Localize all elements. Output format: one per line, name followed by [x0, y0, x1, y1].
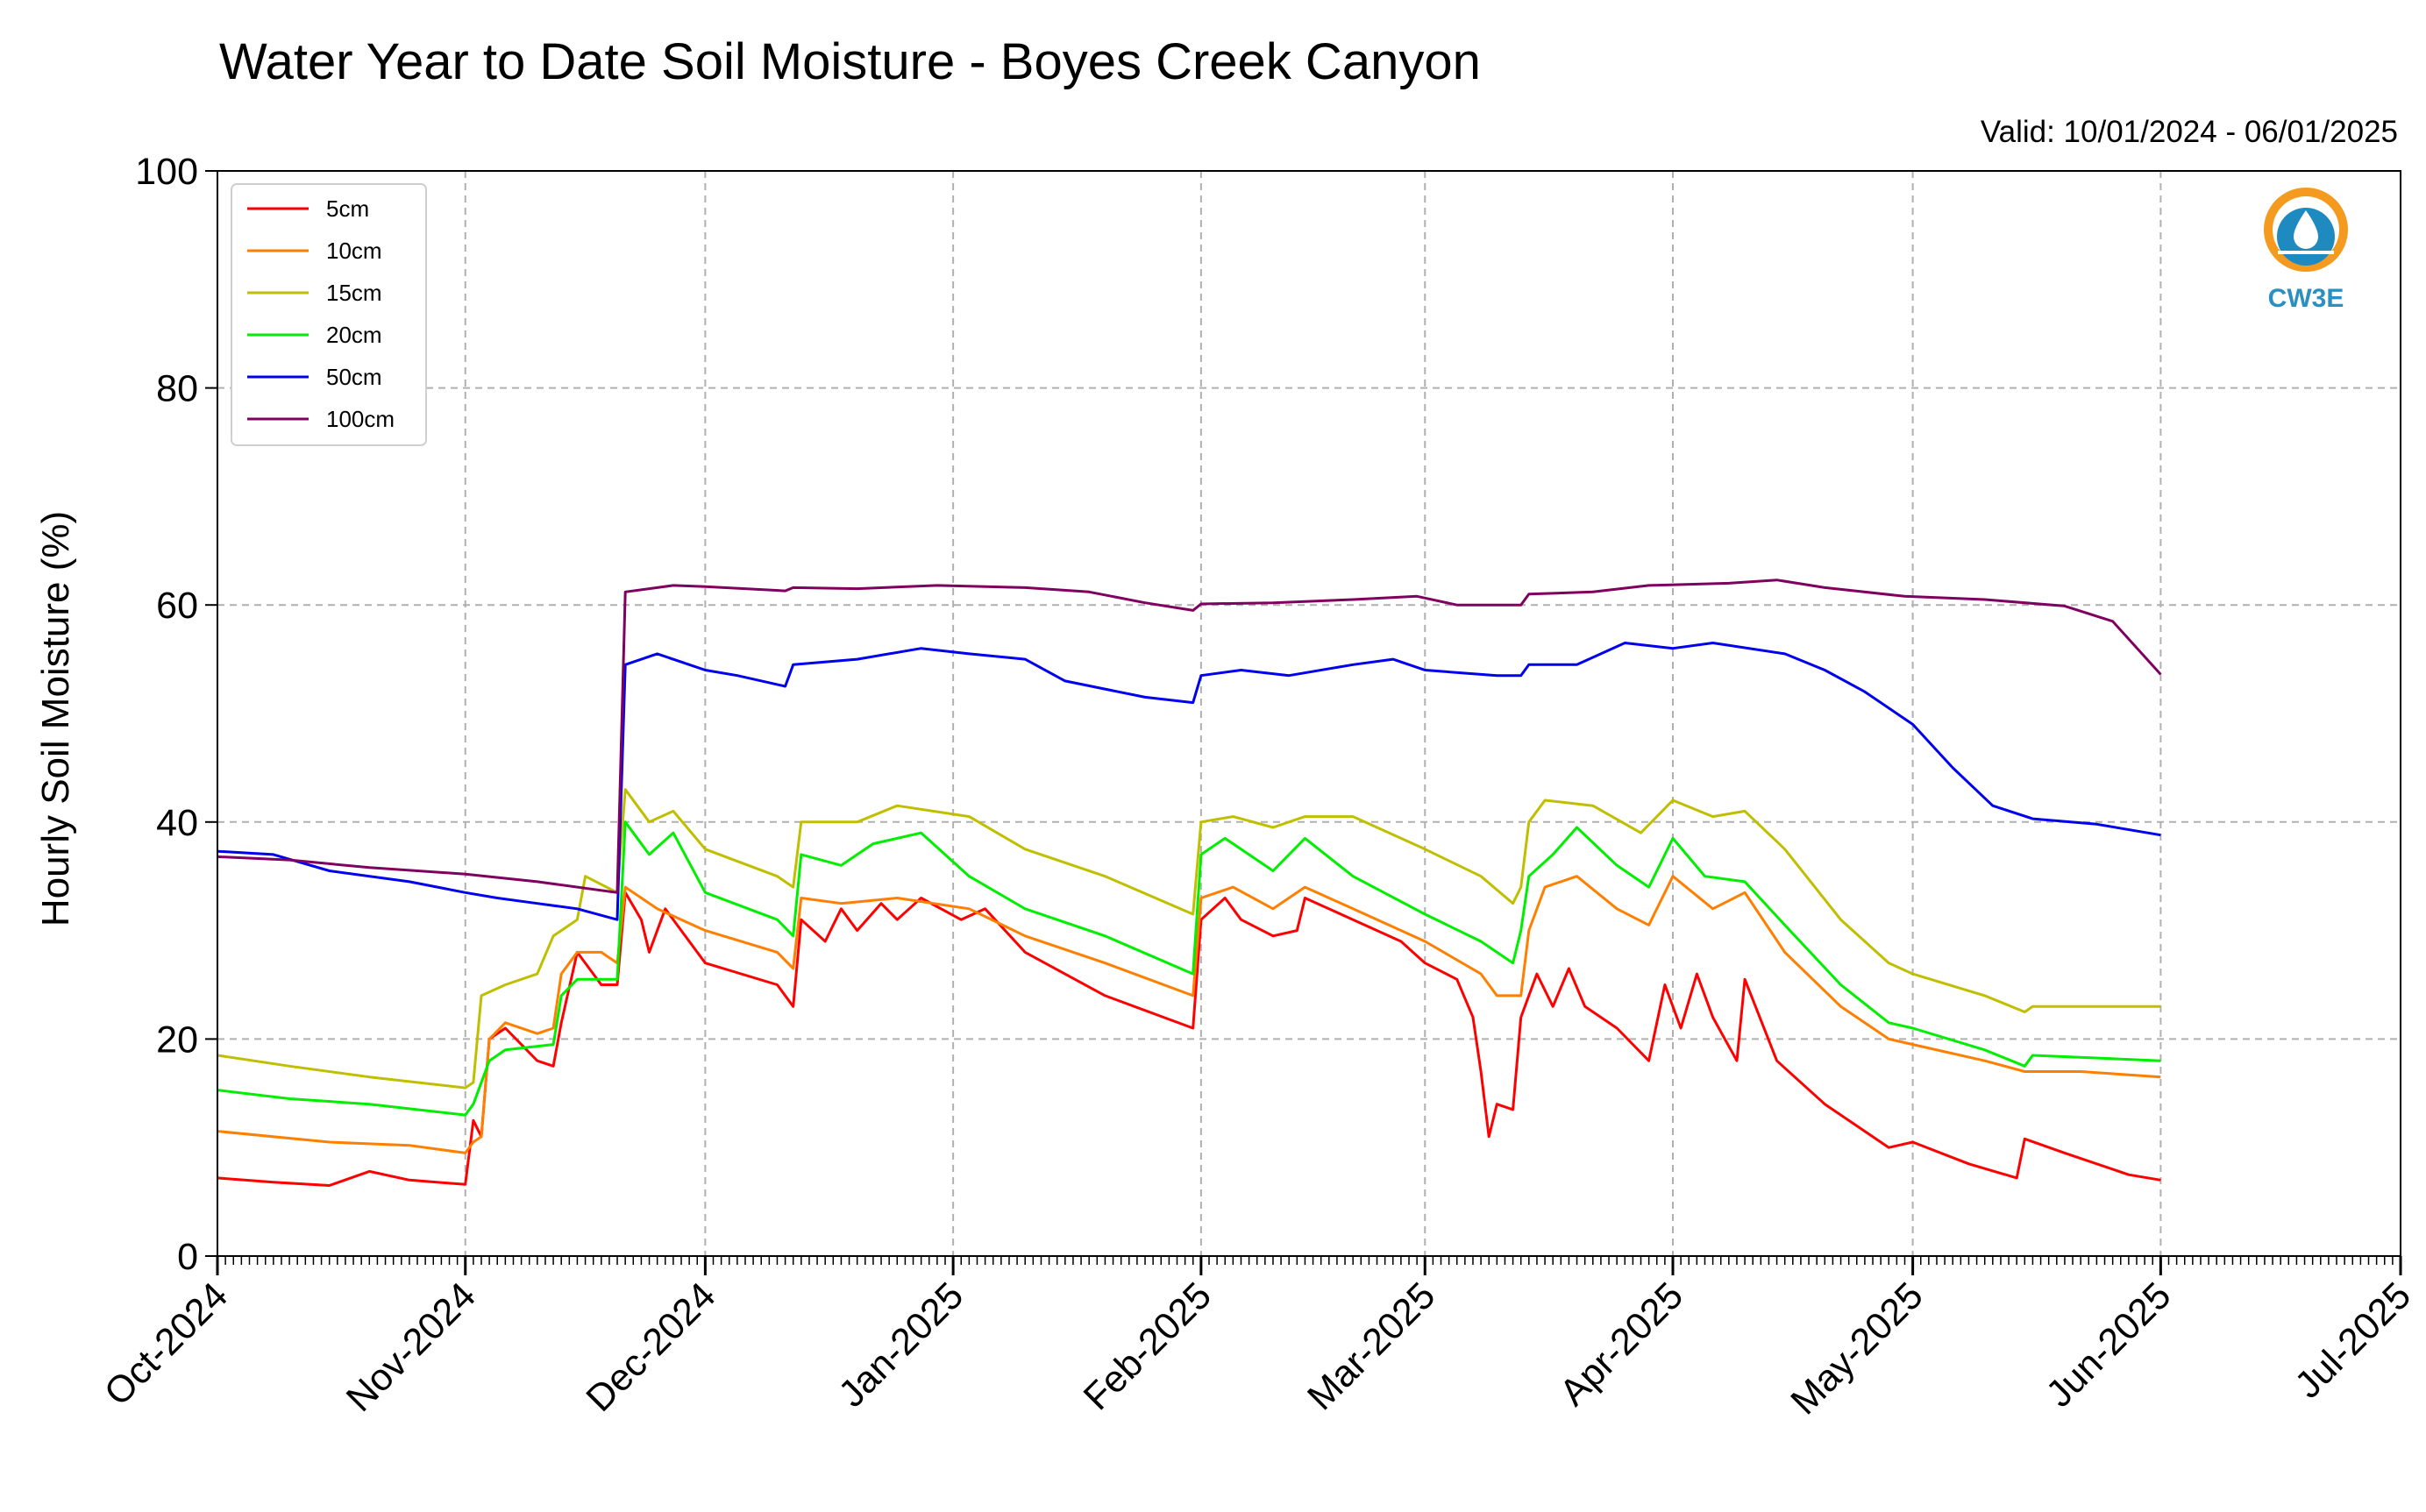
chart-title: Water Year to Date Soil Moisture - Boyes…	[219, 33, 1481, 90]
legend-label-50cm: 50cm	[326, 364, 382, 390]
cw3e-logo: CW3E	[2264, 188, 2348, 313]
logo-text: CW3E	[2268, 284, 2344, 313]
legend: 5cm 10cm 15cm 20cm 50cm 100cm	[231, 183, 427, 446]
series-line-100cm	[217, 579, 2162, 894]
y-tick-label: 20	[156, 1019, 198, 1061]
x-tick-label: Jul-2025	[2287, 1274, 2419, 1407]
x-tick-label: Dec-2024	[579, 1274, 724, 1420]
series-line-15cm	[217, 788, 2161, 1090]
series-layer	[217, 579, 2162, 1187]
x-tick-label: Jan-2025	[830, 1274, 971, 1416]
legend-label-15cm: 15cm	[326, 280, 382, 306]
series-line-20cm	[217, 820, 2161, 1117]
y-tick-label: 60	[156, 585, 198, 627]
legend-label-100cm: 100cm	[326, 406, 395, 432]
y-tick-label: 40	[156, 802, 198, 844]
x-tick-label: Apr-2025	[1552, 1274, 1691, 1414]
grid-lines	[217, 171, 2401, 1256]
legend-label-10cm: 10cm	[326, 238, 382, 264]
series-line-50cm	[217, 642, 2161, 921]
series-line-5cm	[217, 891, 2161, 1187]
x-tick-label: Jun-2025	[2038, 1274, 2180, 1416]
y-axis-ticks: 0 20 40 60 80 100	[135, 151, 217, 1278]
chart-subtitle: Valid: 10/01/2024 - 06/01/2025	[1981, 115, 2398, 149]
legend-label-20cm: 20cm	[326, 322, 382, 348]
plot-frame	[217, 170, 2401, 1257]
legend-label-5cm: 5cm	[326, 195, 369, 222]
logo-drop-icon	[2294, 210, 2318, 249]
y-tick-label: 80	[156, 368, 198, 410]
x-axis-ticks: Oct-2024 Nov-2024 Dec-2024 Jan-2025 Feb-2025…	[96, 1256, 2419, 1423]
series-line-10cm	[217, 875, 2161, 1154]
x-tick-label: Nov-2024	[338, 1274, 484, 1420]
y-axis-label: Hourly Soil Moisture (%)	[34, 511, 77, 926]
x-tick-label: Feb-2025	[1076, 1274, 1220, 1418]
x-tick-label: May-2025	[1783, 1274, 1932, 1423]
y-tick-label: 0	[177, 1236, 198, 1278]
x-tick-label: Mar-2025	[1299, 1274, 1443, 1418]
x-tick-label: Oct-2024	[96, 1274, 236, 1414]
y-tick-label: 100	[135, 151, 198, 193]
